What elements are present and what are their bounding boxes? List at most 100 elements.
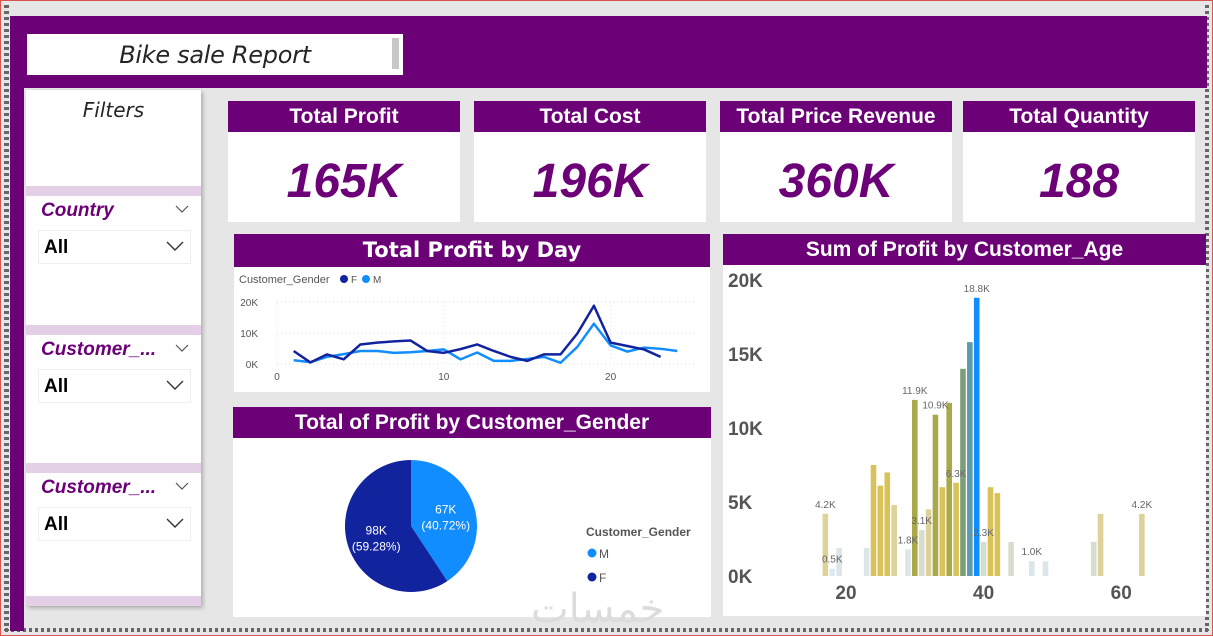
report-title-box[interactable]: Bike sale Report	[27, 34, 403, 75]
data-point[interactable]	[358, 342, 363, 347]
legend-label-male[interactable]: M	[373, 275, 381, 286]
data-point[interactable]	[491, 358, 496, 363]
bar-age-29[interactable]	[905, 549, 911, 576]
data-point[interactable]	[575, 344, 580, 349]
data-point[interactable]	[541, 352, 546, 357]
bar-age-39[interactable]	[973, 297, 980, 576]
data-point[interactable]	[291, 358, 296, 363]
data-point[interactable]	[608, 340, 613, 345]
kpi-total-quantity[interactable]: Total Quantity 188	[963, 101, 1195, 222]
data-point[interactable]	[458, 357, 463, 362]
profit-by-age-card[interactable]: Sum of Profit by Customer_Age 0K 5K 10K 15K…	[723, 234, 1206, 616]
bar-age-42[interactable]	[994, 493, 1001, 576]
data-point[interactable]	[525, 358, 530, 363]
bar-age-23[interactable]	[863, 547, 870, 576]
bar-age-17[interactable]	[822, 513, 829, 576]
data-point[interactable]	[375, 340, 380, 345]
bar-age-33[interactable]	[932, 414, 939, 576]
bar-age-63[interactable]	[1139, 513, 1145, 576]
pie-slice-m[interactable]	[411, 460, 477, 582]
data-point[interactable]	[458, 347, 463, 352]
bar-age-18[interactable]	[829, 568, 836, 576]
legend-label-female[interactable]: F	[599, 571, 606, 585]
chevron-down-icon[interactable]	[175, 202, 189, 216]
bar-age-19[interactable]	[836, 547, 842, 576]
bar-age-27[interactable]	[891, 504, 897, 576]
title-scrollbar[interactable]	[392, 38, 399, 69]
data-point[interactable]	[441, 350, 446, 355]
data-point[interactable]	[425, 348, 430, 353]
data-point[interactable]	[625, 349, 630, 354]
slicer-separator	[26, 325, 201, 335]
bar-age-32[interactable]	[925, 509, 932, 576]
legend-label-female[interactable]: F	[351, 275, 357, 286]
bar-age-37[interactable]	[960, 368, 966, 576]
kpi-total-price-revenue[interactable]: Total Price Revenue 360K	[720, 101, 952, 222]
bar-data-label: 2.3K	[973, 528, 994, 539]
bar-age-44[interactable]	[1008, 541, 1014, 576]
data-point[interactable]	[591, 321, 596, 326]
data-point[interactable]	[391, 350, 396, 355]
data-point[interactable]	[408, 338, 413, 343]
data-point[interactable]	[658, 346, 663, 351]
data-point[interactable]	[475, 350, 480, 355]
bar-age-57[interactable]	[1097, 513, 1104, 576]
bar-age-24[interactable]	[870, 465, 877, 576]
chevron-down-icon[interactable]	[175, 341, 189, 355]
data-point[interactable]	[625, 344, 630, 349]
legend-label-male[interactable]: M	[599, 547, 609, 561]
line-chart[interactable]: Customer_Gender F M 0K 10K 20K 0 10 20	[234, 267, 710, 392]
slicer-separator	[26, 463, 201, 473]
data-point[interactable]	[291, 348, 296, 353]
customer-dropdown-2[interactable]: All	[38, 507, 191, 541]
bar-age-36[interactable]	[953, 482, 959, 576]
bar-age-34[interactable]	[939, 487, 946, 576]
data-point[interactable]	[508, 354, 513, 359]
data-point[interactable]	[341, 357, 346, 362]
bar-age-56[interactable]	[1090, 541, 1097, 576]
bar-age-35[interactable]	[946, 402, 952, 576]
kpi-total-profit[interactable]: Total Profit 165K	[228, 101, 460, 222]
data-point[interactable]	[325, 352, 330, 357]
pie-slice-f[interactable]	[345, 460, 448, 592]
data-point[interactable]	[591, 303, 596, 308]
bar-age-30[interactable]	[912, 399, 918, 576]
pie-chart[interactable]: 67K (40.72%) 98K (59.28%) Customer_Gender M…	[233, 438, 711, 617]
data-point[interactable]	[308, 360, 313, 365]
data-point[interactable]	[575, 331, 580, 336]
data-point[interactable]	[408, 350, 413, 355]
y-tick-label: 10K	[728, 419, 763, 440]
data-point[interactable]	[558, 360, 563, 365]
bar-chart[interactable]: 0K 5K 10K 15K 20K 20 40 60 4.2K 0.5K 1.8K 11.9K 3.1…	[723, 265, 1206, 616]
data-point[interactable]	[491, 348, 496, 353]
data-point[interactable]	[675, 348, 680, 353]
line-series-f[interactable]	[292, 304, 662, 364]
data-point[interactable]	[341, 352, 346, 357]
bar-age-38[interactable]	[967, 342, 973, 576]
data-point[interactable]	[475, 342, 480, 347]
y-tick-label: 15K	[728, 345, 763, 366]
bar-age-49[interactable]	[1042, 561, 1049, 576]
bar-age-41[interactable]	[987, 487, 994, 576]
bar-data-label: 18.8K	[964, 284, 990, 295]
data-point[interactable]	[358, 348, 363, 353]
slicer-label: Customer_...	[41, 339, 157, 360]
customer-dropdown-1[interactable]: All	[38, 369, 191, 403]
data-point[interactable]	[375, 348, 380, 353]
bar-age-26[interactable]	[884, 472, 891, 576]
profit-by-gender-card[interactable]: Total of Profit by Customer_Gender 67K (4…	[233, 407, 711, 617]
bar-age-40[interactable]	[980, 541, 987, 576]
line-series-m[interactable]	[293, 322, 678, 365]
bar-age-25[interactable]	[877, 485, 884, 576]
bar-age-31[interactable]	[918, 530, 925, 576]
data-point[interactable]	[391, 339, 396, 344]
profit-by-day-card[interactable]: Total Profit by Day Customer_Gender F M …	[234, 234, 710, 392]
bar-age-47[interactable]	[1028, 561, 1035, 576]
data-point[interactable]	[558, 352, 563, 357]
kpi-total-cost[interactable]: Total Cost 196K	[474, 101, 706, 222]
country-dropdown[interactable]: All	[38, 230, 191, 264]
chevron-down-icon[interactable]	[175, 479, 189, 493]
canvas-border-right	[1205, 5, 1209, 631]
data-point[interactable]	[641, 347, 646, 352]
data-point[interactable]	[658, 354, 663, 359]
